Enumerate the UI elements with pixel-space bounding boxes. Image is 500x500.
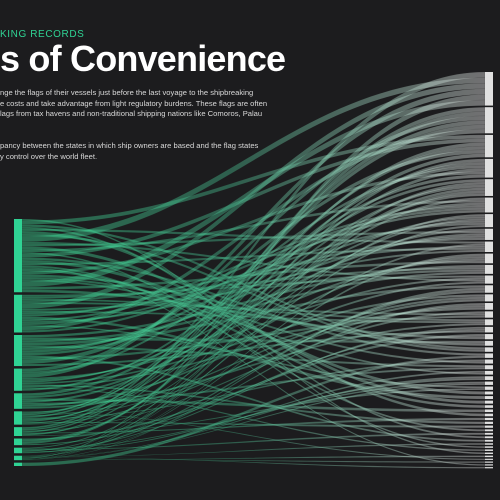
flow-link [21,193,486,424]
right-node[interactable] [485,446,493,448]
right-node[interactable] [485,391,493,395]
left-node[interactable] [14,462,22,466]
flow-link [21,276,486,364]
intro-line: nge the flags of their vessels just befo… [0,88,254,97]
left-nodes [14,219,22,466]
right-node[interactable] [485,458,493,460]
intro-paragraph-2: pancy between the states in which ship o… [0,141,290,162]
right-node[interactable] [485,72,493,106]
page-title: s of Convenience [0,38,286,79]
left-node[interactable] [14,368,22,391]
right-node[interactable] [485,228,493,240]
right-node[interactable] [485,413,493,417]
left-node[interactable] [14,393,22,409]
flow-link [21,323,486,409]
right-node[interactable] [485,253,493,264]
flow-link [21,289,486,340]
right-node[interactable] [485,467,493,469]
right-node[interactable] [485,417,493,421]
flow-link [21,387,486,452]
flow-link [21,260,486,290]
intro-line: e costs and take advantage from light re… [0,98,268,108]
right-nodes [485,72,493,469]
right-node[interactable] [485,443,493,445]
right-node[interactable] [485,370,493,375]
right-node[interactable] [485,425,493,428]
left-node[interactable] [14,455,22,461]
right-node[interactable] [485,464,493,466]
flow-link [21,384,486,425]
right-node[interactable] [485,197,493,213]
right-node[interactable] [485,285,493,293]
flow-ribbons [21,71,486,469]
right-node[interactable] [485,241,493,252]
flow-link [21,153,486,445]
left-node[interactable] [14,411,22,425]
right-node[interactable] [485,294,493,302]
right-node[interactable] [485,449,493,451]
left-node[interactable] [14,438,22,446]
left-node[interactable] [14,219,22,293]
right-node[interactable] [485,179,493,196]
intro-line: lags from tax havens and non-traditional… [0,109,263,119]
right-node[interactable] [485,386,493,390]
right-node[interactable] [485,311,493,318]
flow-link [21,417,486,434]
flow-link [21,274,486,346]
right-node[interactable] [485,429,493,432]
intro-line: y control over the world fleet. [0,151,98,161]
right-node[interactable] [485,396,493,400]
right-node[interactable] [485,381,493,385]
right-node[interactable] [485,461,493,463]
right-node[interactable] [485,405,493,408]
flow-link [21,315,486,360]
right-node[interactable] [485,158,493,178]
right-node[interactable] [485,214,493,228]
right-node[interactable] [485,421,493,424]
intro-line: pancy between the states in which ship o… [0,141,259,150]
flow-link [21,267,486,466]
right-node[interactable] [485,319,493,326]
section-kicker: KING RECORDS [0,29,85,40]
right-node[interactable] [485,455,493,458]
right-node[interactable] [485,409,493,413]
right-node[interactable] [485,340,493,346]
right-node[interactable] [485,353,493,358]
right-node[interactable] [485,334,493,340]
left-node[interactable] [14,447,22,454]
flow-link [21,209,486,333]
intro-paragraph: nge the flags of their vessels just befo… [0,88,290,120]
right-node[interactable] [485,275,493,284]
right-node[interactable] [485,365,493,370]
right-node[interactable] [485,432,493,435]
right-node[interactable] [485,134,493,158]
right-node[interactable] [485,326,493,333]
flow-link [21,99,486,288]
flow-link [21,355,486,467]
right-node[interactable] [485,264,493,274]
right-node[interactable] [485,452,493,455]
right-node[interactable] [485,400,493,404]
right-node[interactable] [485,436,493,439]
right-node[interactable] [485,439,493,442]
left-node[interactable] [14,335,22,367]
right-node[interactable] [485,303,493,310]
left-node[interactable] [14,294,22,333]
right-node[interactable] [485,347,493,352]
right-node[interactable] [485,376,493,380]
left-node[interactable] [14,427,22,437]
right-node[interactable] [485,359,493,364]
right-node[interactable] [485,107,493,134]
